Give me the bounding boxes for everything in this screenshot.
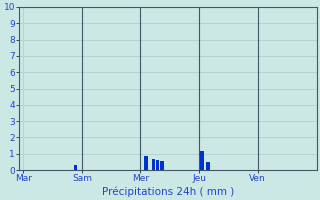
Bar bbox=[206, 162, 210, 170]
Bar bbox=[74, 165, 77, 170]
Bar bbox=[156, 160, 159, 170]
Bar bbox=[200, 151, 204, 170]
Bar bbox=[160, 161, 164, 170]
Bar bbox=[152, 159, 155, 170]
Bar bbox=[144, 156, 148, 170]
X-axis label: Précipitations 24h ( mm ): Précipitations 24h ( mm ) bbox=[102, 186, 234, 197]
